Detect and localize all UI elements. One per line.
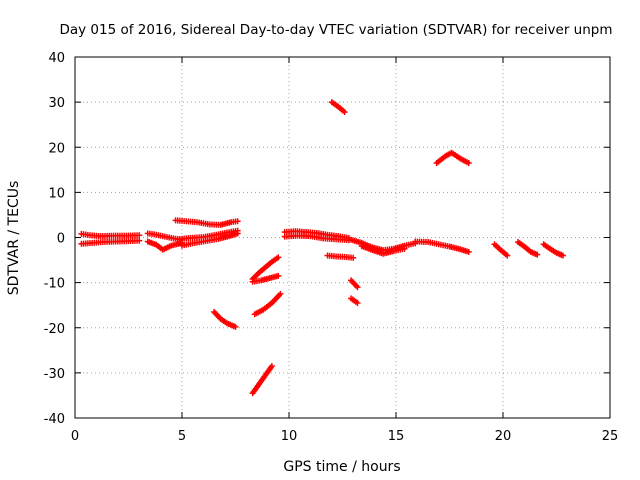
data-point	[534, 251, 541, 258]
y-tick-label: 20	[48, 141, 65, 156]
y-tick-labels: -40 -30 -20 -10 0 10 20 30 40	[44, 51, 65, 427]
data-point	[354, 299, 361, 306]
x-tick-label: 25	[602, 429, 619, 444]
data-point	[401, 245, 408, 252]
data-point	[350, 254, 357, 261]
data-point	[559, 252, 566, 259]
x-axis-title: GPS time / hours	[283, 459, 400, 475]
data-point	[504, 252, 511, 259]
x-tick-label: 5	[178, 429, 186, 444]
y-tick-label: -30	[44, 367, 65, 382]
data-point	[234, 230, 241, 237]
data-points-layer	[78, 99, 566, 397]
data-point	[234, 218, 241, 225]
data-point	[354, 284, 361, 291]
y-tick-label: -40	[44, 412, 65, 427]
chart-title: Day 015 of 2016, Sidereal Day-to-day VTE…	[59, 22, 612, 38]
data-point	[275, 254, 282, 261]
x-tick-label: 15	[388, 429, 405, 444]
x-tick-labels: 0 5 10 15 20 25	[71, 429, 618, 444]
data-point	[465, 160, 472, 167]
y-tick-label: -10	[44, 277, 65, 292]
data-point	[465, 248, 472, 255]
y-axis-title: SDTVAR / TECUs	[6, 181, 22, 296]
x-tick-label: 10	[281, 429, 298, 444]
y-tick-label: 40	[48, 51, 65, 66]
y-tick-label: 10	[48, 186, 65, 201]
x-tick-label: 0	[71, 429, 79, 444]
y-tick-label: 0	[57, 232, 65, 247]
y-tick-label: 30	[48, 96, 65, 111]
plot-frame	[74, 56, 611, 419]
data-point	[136, 237, 143, 244]
x-tick-label: 20	[495, 429, 512, 444]
data-point	[232, 323, 239, 330]
data-point	[268, 363, 275, 370]
data-point	[341, 109, 348, 116]
data-point	[275, 272, 282, 279]
data-point	[277, 290, 284, 297]
y-tick-label: -20	[44, 322, 65, 337]
data-point	[136, 232, 143, 239]
